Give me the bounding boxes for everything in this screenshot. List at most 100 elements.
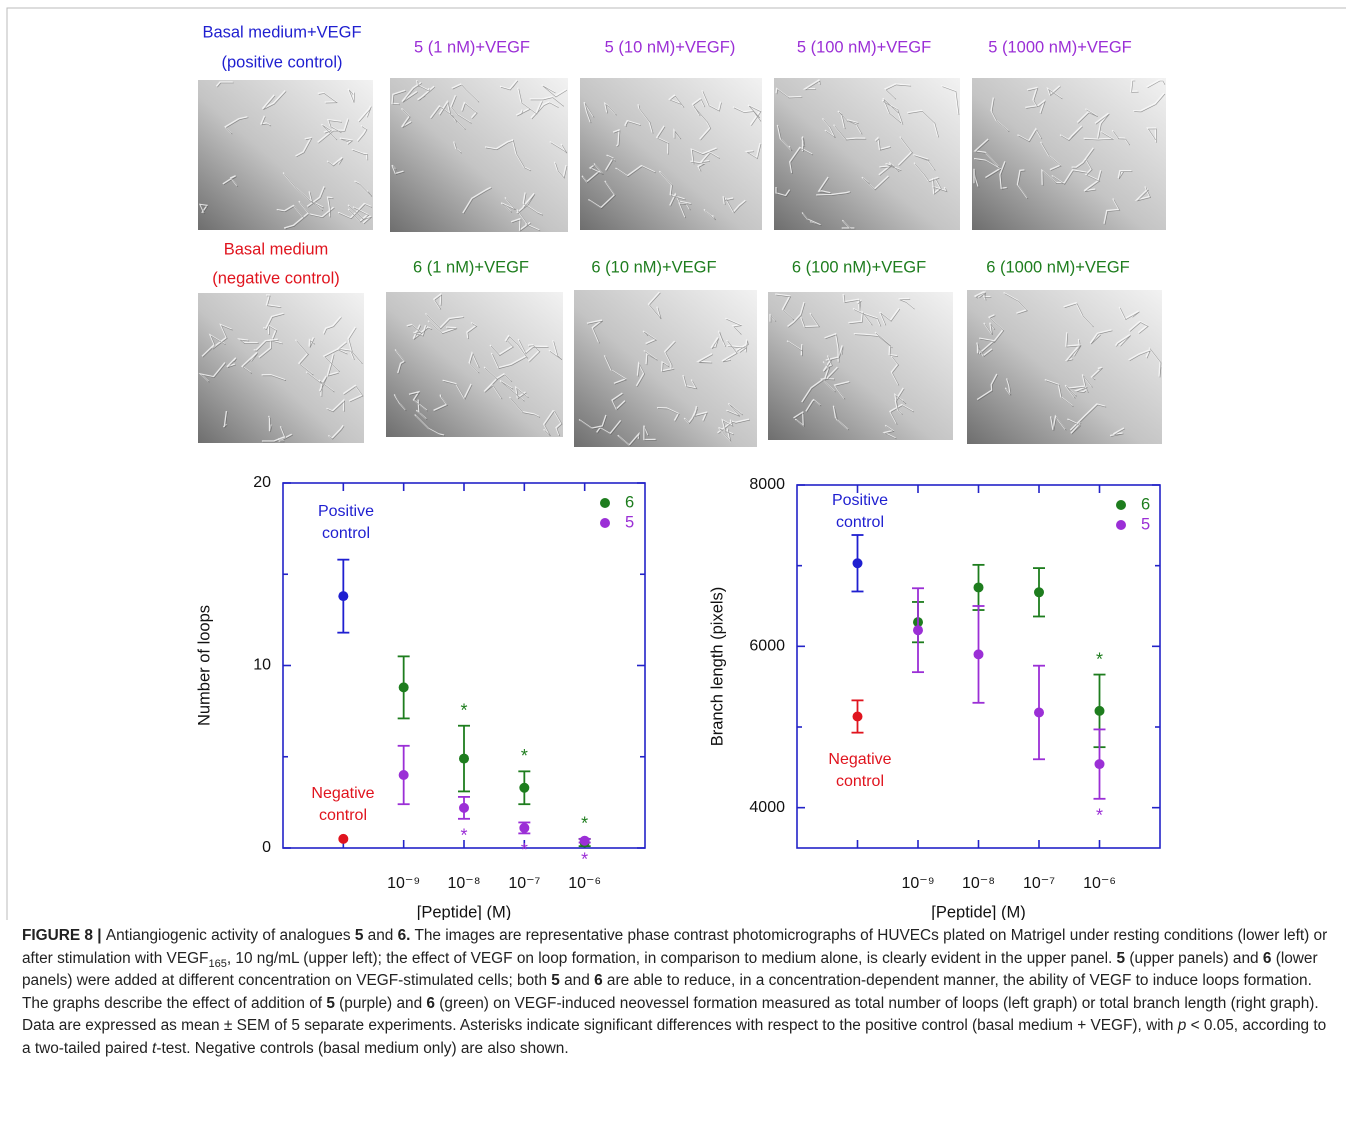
y-tick-label: 0 — [262, 839, 271, 856]
data-point — [579, 835, 590, 846]
caption-run: 6. — [397, 927, 411, 944]
y-tick-label: 4000 — [749, 799, 785, 816]
caption-run: 6 — [426, 994, 435, 1012]
y-tick-label: 6000 — [749, 638, 785, 655]
micrograph — [198, 80, 373, 230]
legend-marker — [600, 498, 610, 508]
figure-frame — [6, 7, 1346, 920]
cell-network-shadow — [579, 292, 751, 447]
micrograph — [390, 78, 568, 232]
data-point — [519, 822, 530, 833]
x-tick-label: 10⁻⁸ — [448, 875, 481, 892]
x-tick-label: 10⁻⁹ — [901, 875, 934, 892]
legend-marker — [1116, 500, 1126, 510]
caption-run: -test. Negative controls (basal medium o… — [156, 1039, 569, 1057]
caption: FIGURE 8 | Antiangiogenic activity of an… — [22, 925, 1334, 1061]
caption-run: 6 — [594, 972, 603, 990]
data-point — [913, 625, 923, 636]
significance-asterisk: * — [460, 826, 467, 846]
cell-network-shadow — [776, 80, 960, 230]
micrograph — [972, 78, 1166, 230]
panel-label: 6 (1 nM)+VEGF — [413, 258, 529, 276]
control-annotation: Positive control — [317, 503, 375, 542]
caption-run: 5 — [1116, 949, 1126, 967]
micrograph — [386, 292, 563, 437]
caption-run: FIGURE 8 | — [22, 927, 106, 944]
micrograph-background — [967, 290, 1162, 444]
caption-run: The images are representative phase cont… — [22, 927, 1328, 967]
y-tick-label: 20 — [253, 474, 271, 491]
legend-label: 6 — [625, 493, 634, 511]
micrograph — [574, 290, 757, 447]
caption-run: (purple) and — [334, 994, 427, 1012]
panel-label: (negative control) — [212, 269, 339, 287]
caption-run: Antiangiogenic activity of analogues — [105, 927, 355, 944]
legend-label: 5 — [625, 513, 634, 531]
caption-run: 5 — [326, 994, 335, 1012]
caption-run: t — [152, 1039, 157, 1057]
legend-label: 5 — [1141, 515, 1150, 533]
control-annotation: Negative control — [311, 785, 375, 824]
x-tick-label: 10⁻⁹ — [387, 875, 420, 892]
micrograph-background — [972, 78, 1166, 230]
cell-network-shadow — [974, 80, 1166, 225]
data-point — [973, 582, 984, 593]
cell-network — [973, 79, 1165, 224]
data-point — [1034, 587, 1044, 598]
micrograph-background — [198, 80, 373, 230]
micrograph — [967, 290, 1162, 444]
control-annotation: Negative control — [828, 751, 892, 790]
panel-label: 6 (10 nM)+VEGF — [591, 258, 716, 276]
figure-graphics: Basal medium+VEGF (positive control) 5 (1 … — [6, 7, 1346, 920]
data-point — [1094, 759, 1105, 770]
data-point — [1094, 705, 1105, 716]
micrograph-background — [198, 293, 364, 443]
cell-network-shadow — [392, 80, 568, 232]
control-annotation: Positive control — [831, 492, 889, 531]
significance-asterisk: * — [1096, 806, 1103, 826]
data-point — [852, 558, 863, 569]
micrograph — [580, 78, 762, 230]
y-tick-label: 10 — [253, 657, 271, 674]
significance-asterisk: * — [521, 840, 528, 860]
y-axis-label: Branch length (pixels) — [708, 587, 726, 747]
cell-network-shadow — [395, 294, 563, 437]
y-axis-label: Number of loops — [195, 605, 213, 726]
data-point — [459, 802, 469, 813]
data-point — [852, 711, 863, 722]
x-tick-label: 10⁻⁷ — [508, 875, 540, 892]
cell-network-shadow — [975, 292, 1162, 437]
panel-label: 5 (1000 nM)+VEGF — [988, 38, 1132, 56]
panel-label: (positive control) — [221, 53, 342, 71]
cell-network-shadow — [200, 295, 364, 443]
cell-network — [581, 90, 761, 220]
significance-asterisk: * — [581, 849, 588, 869]
data-point — [398, 682, 409, 693]
y-tick-label: 8000 — [749, 476, 785, 493]
data-point — [519, 782, 530, 793]
data-point — [338, 591, 349, 602]
data-point — [973, 649, 984, 660]
x-tick-label: 10⁻⁶ — [1083, 875, 1116, 892]
caption-run: 5 — [354, 927, 364, 944]
panel-label: 6 (1000 nM)+VEGF — [986, 258, 1130, 276]
micrograph-background — [386, 292, 563, 437]
legend-marker — [600, 518, 610, 528]
caption-run: (upper panels) and — [1125, 949, 1263, 967]
data-point — [459, 753, 469, 764]
panel-label: Basal medium+VEGF — [202, 23, 361, 41]
panel-label: 5 (100 nM)+VEGF — [797, 38, 931, 56]
data-point — [338, 833, 349, 844]
caption-run: 165 — [208, 957, 227, 970]
significance-asterisk: * — [521, 746, 528, 766]
caption-run: (lower panels) were added at different c… — [22, 949, 1318, 990]
data-point — [398, 770, 409, 780]
legend-label: 6 — [1141, 495, 1150, 513]
cell-network-shadow — [770, 294, 915, 440]
cell-network-shadow — [200, 82, 373, 230]
micrograph-background — [390, 78, 568, 232]
caption-run: are able to reduce, in a concentration-d… — [22, 972, 1312, 1012]
panel-label: Basal medium — [224, 240, 329, 258]
micrograph-background — [774, 78, 960, 230]
